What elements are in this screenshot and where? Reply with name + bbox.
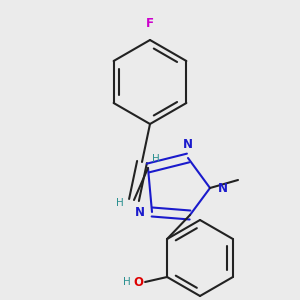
Text: H: H: [116, 198, 124, 208]
Text: N: N: [135, 206, 145, 218]
Text: H: H: [152, 154, 160, 164]
Text: F: F: [146, 17, 154, 30]
Text: H: H: [123, 277, 131, 287]
Text: O: O: [133, 275, 143, 289]
Text: N: N: [183, 138, 193, 151]
Text: N: N: [218, 182, 228, 194]
